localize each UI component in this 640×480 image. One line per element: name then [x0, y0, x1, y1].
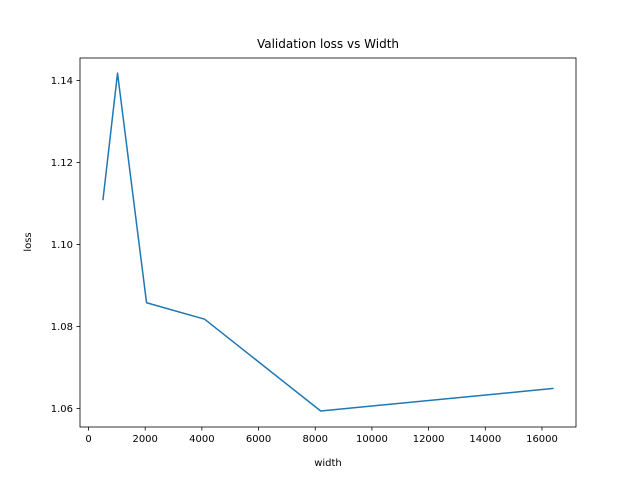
- x-tick-label: 8000: [303, 434, 328, 445]
- plot-frame: [79, 57, 577, 428]
- x-tick-label: 12000: [413, 434, 445, 445]
- chart-title: Validation loss vs Width: [257, 37, 399, 51]
- x-tick-label: 0: [85, 434, 91, 445]
- x-tick-label: 6000: [246, 434, 271, 445]
- x-tick-label: 2000: [132, 434, 157, 445]
- x-tick-label: 14000: [469, 434, 501, 445]
- x-tick-label: 16000: [526, 434, 558, 445]
- y-tick-label: 1.12: [51, 158, 73, 169]
- y-tick-label: 1.06: [51, 404, 73, 415]
- plot-area: [80, 58, 576, 427]
- y-tick-label: 1.10: [51, 240, 73, 251]
- x-tick-label: 4000: [189, 434, 214, 445]
- series-line: [102, 72, 554, 412]
- y-axis-label: loss: [23, 232, 34, 251]
- x-axis-label: width: [314, 458, 342, 469]
- x-axis-ticks: 0 2000 4000 6000 8000 10000 12000 14000 16000: [85, 427, 558, 445]
- y-tick-label: 1.08: [51, 322, 73, 333]
- x-tick-label: 10000: [356, 434, 388, 445]
- y-tick-label: 1.14: [51, 76, 73, 87]
- y-axis-ticks: 1.06 1.08 1.10 1.12 1.14: [51, 76, 80, 415]
